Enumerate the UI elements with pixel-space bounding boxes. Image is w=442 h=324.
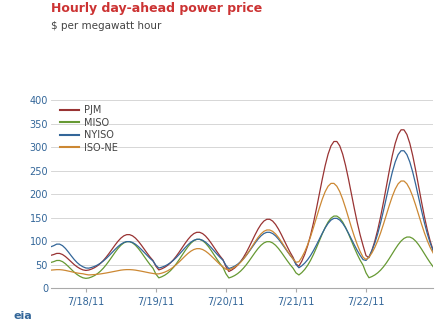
Text: eia: eia: [13, 311, 32, 321]
Text: $ per megawatt hour: $ per megawatt hour: [51, 21, 161, 31]
Text: Hourly day-ahead power price: Hourly day-ahead power price: [51, 2, 262, 15]
Legend: PJM, MISO, NYISO, ISO-NE: PJM, MISO, NYISO, ISO-NE: [60, 105, 118, 153]
